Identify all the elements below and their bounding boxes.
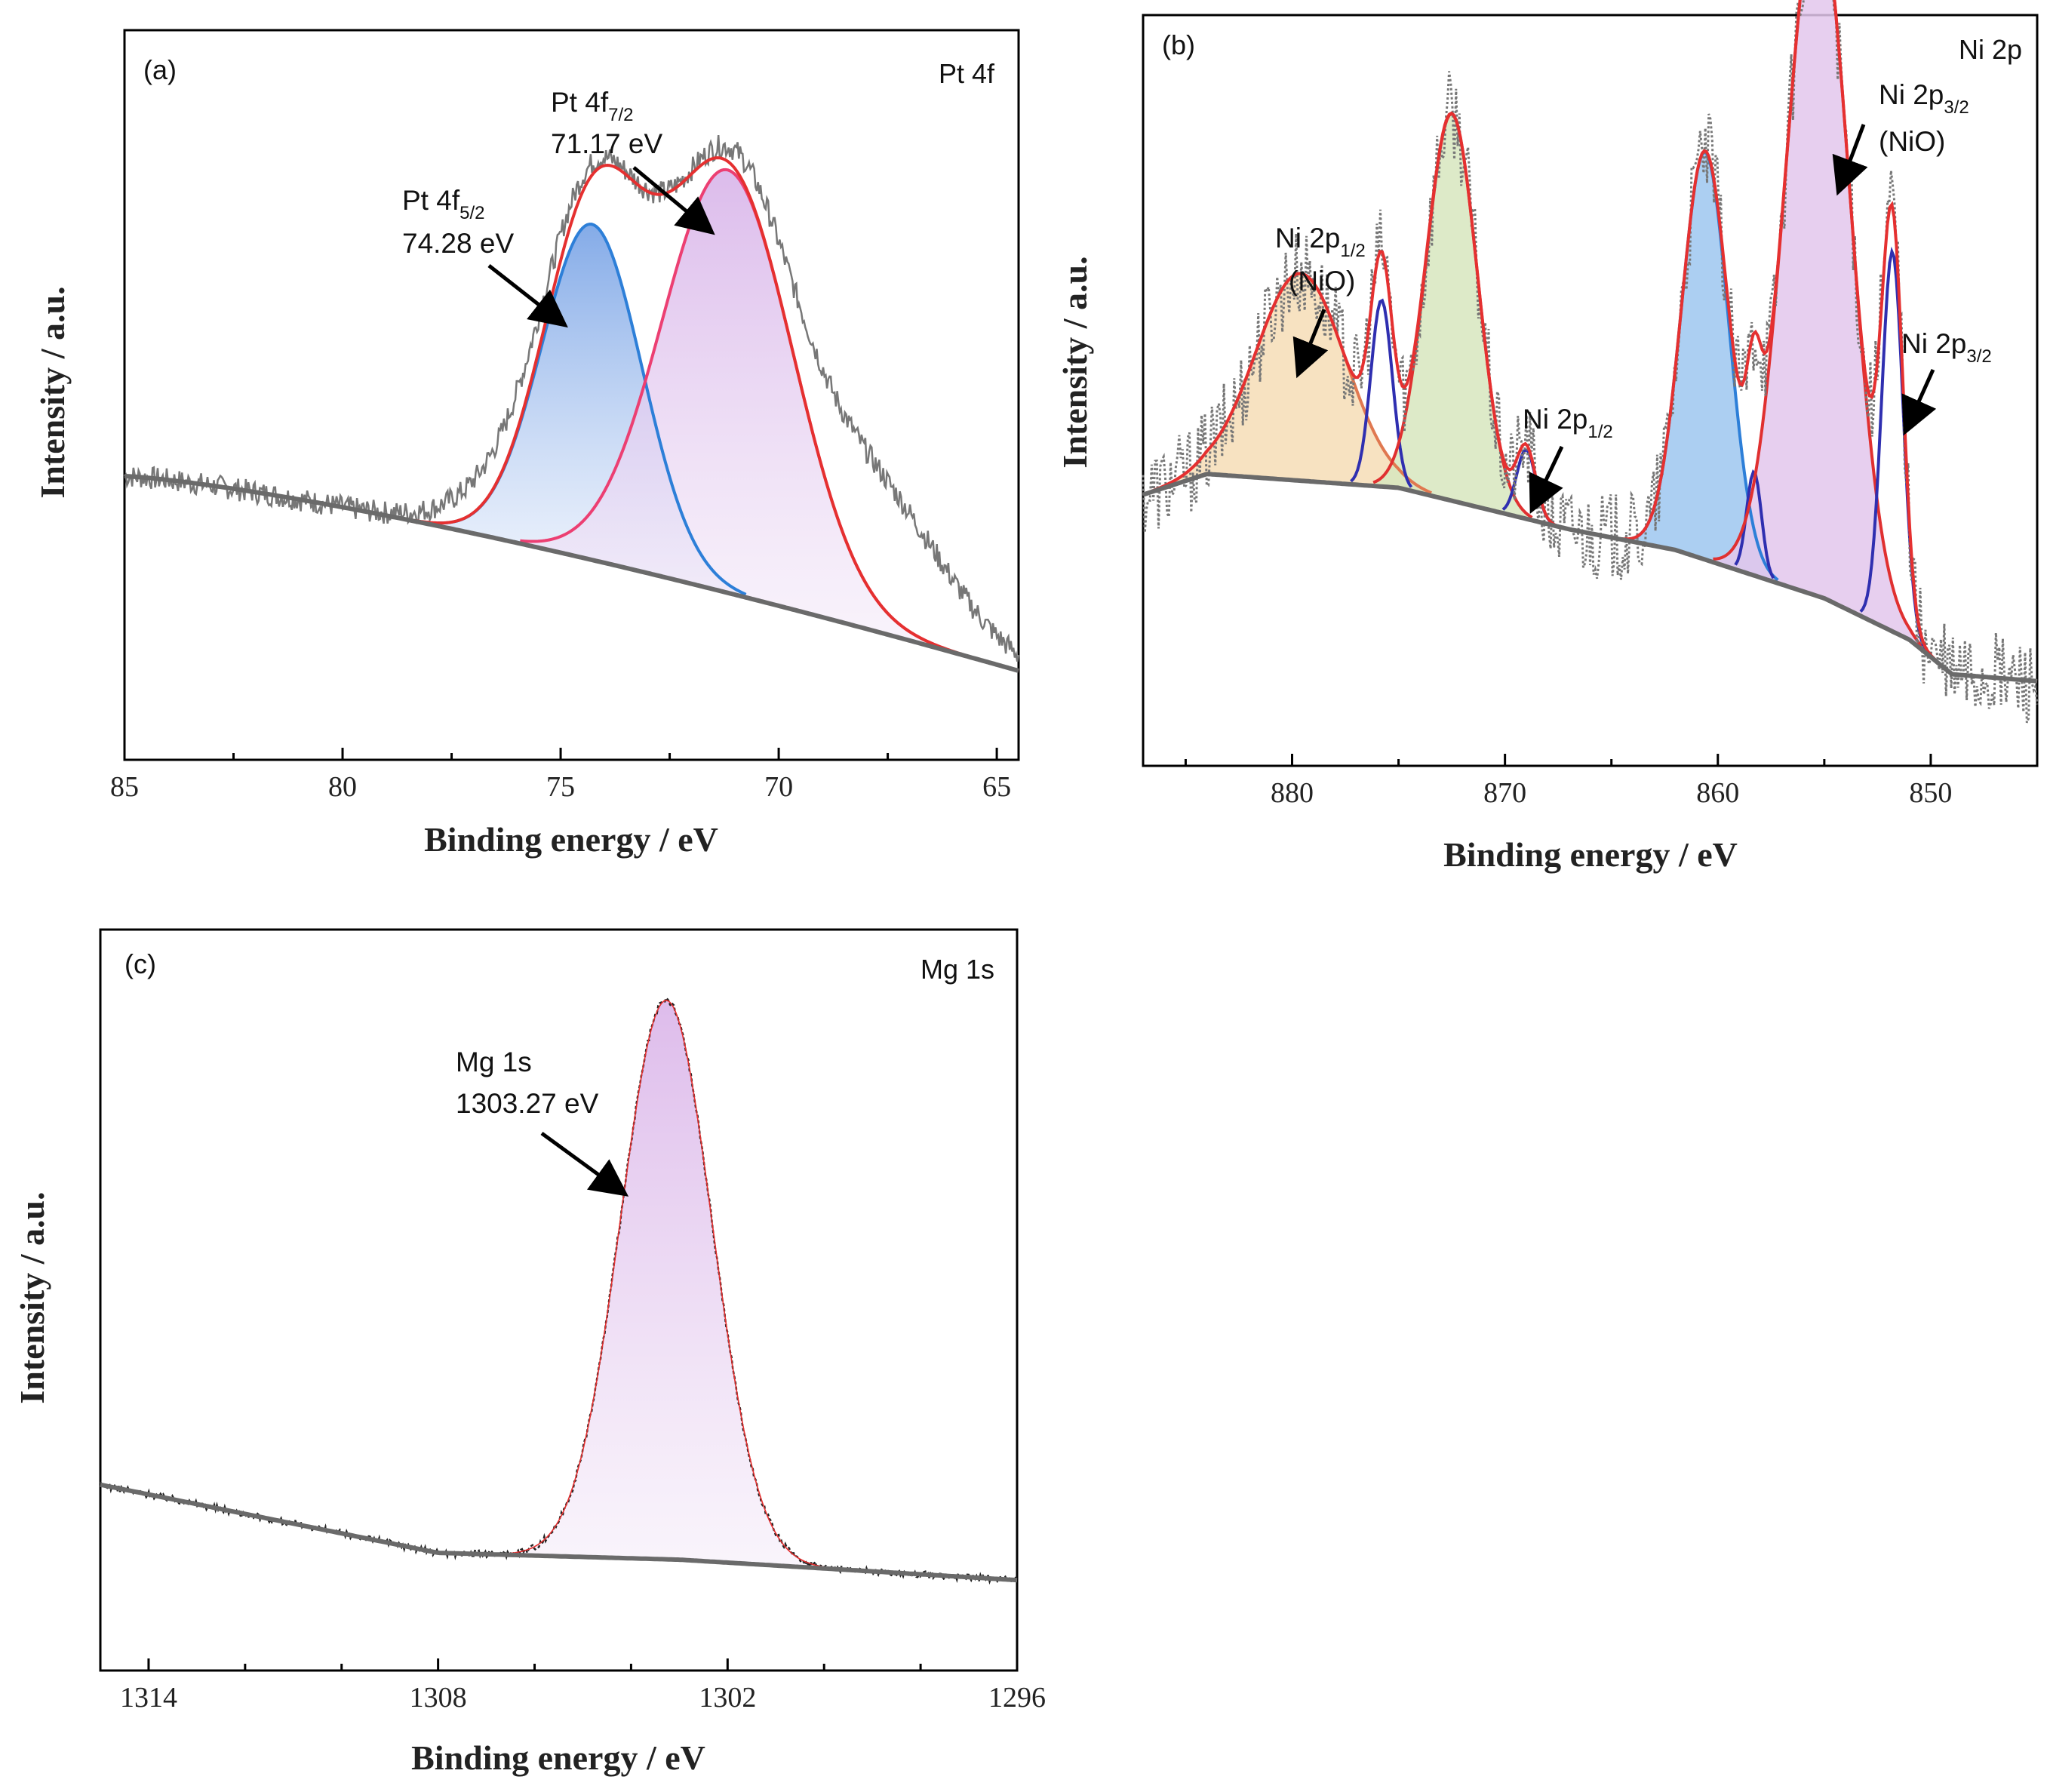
panel-a-pt4f: (a) Pt 4f 85 80 75 70 65 Binding energy / eV… [33, 29, 1020, 859]
x-tick-label: 1296 [988, 1682, 1046, 1714]
panel-c-title: Mg 1s [921, 954, 994, 985]
annotation-pt4f52-sub: 5/2 [459, 203, 484, 223]
panel-c-x-ticks: 1314 1308 1302 1296 [120, 1658, 1046, 1714]
raw-data-line [124, 135, 1020, 662]
annotation-ni2p12-nio-sub: 1/2 [1340, 241, 1365, 261]
panel-b-y-axis-title: Intensity / a.u. [1056, 256, 1094, 468]
annotation-ni2p12-sub: 1/2 [1587, 422, 1612, 442]
x-tick-label: 850 [1909, 777, 1952, 809]
peak-fill [1169, 273, 1432, 496]
annotation-pt4f72-main: Pt 4f [551, 87, 609, 118]
annotation-mg1s-main: Mg 1s [456, 1047, 532, 1077]
panel-a-y-axis-title: Intensity / a.u. [33, 286, 72, 498]
panel-c-lines [99, 996, 1018, 1585]
x-tick-label: 860 [1696, 777, 1739, 809]
x-tick-label: 1314 [120, 1682, 177, 1714]
panel-c-frame [99, 928, 1019, 1672]
x-tick-label: 70 [764, 771, 793, 803]
peak-fill [1713, 0, 1923, 651]
annotation-ni2p12-main: Ni 2p [1523, 404, 1587, 435]
panel-b-title: Ni 2p [1959, 34, 2022, 65]
x-tick-label: 880 [1271, 777, 1314, 809]
panel-b-x-axis-title: Binding energy / eV [1443, 835, 1738, 874]
annotation-ni2p32-sub: 3/2 [1966, 346, 1991, 367]
panel-b-lines [1142, 0, 2039, 724]
annotation-ni2p32-nio: Ni 2p3/2 [1879, 79, 1969, 118]
x-tick-label: 1302 [699, 1682, 756, 1714]
annotation-pt4f72: Pt 4f7/2 [551, 87, 633, 125]
annotation-ni2p32-nio-sub: 3/2 [1944, 97, 1969, 118]
x-tick-label: 80 [328, 771, 357, 803]
panel-c-y-axis-title: Intensity / a.u. [13, 1191, 51, 1403]
panel-b-peak-fills [1169, 0, 1923, 651]
arrow-pt4f72 [632, 166, 715, 235]
panel-c-mg1s: (c) Mg 1s 1314 1308 1302 1296 Binding energ… [13, 928, 1046, 1777]
panel-b-ni2p: (b) Ni 2p 880 870 860 850 Binding energy / … [1056, 0, 2039, 874]
x-tick-label: 65 [982, 771, 1011, 803]
annotation-pt4f72-sub: 7/2 [608, 105, 633, 125]
panel-b-frame [1142, 14, 2039, 767]
background-line [124, 474, 1019, 673]
panel-a-frame [123, 29, 1020, 761]
x-tick-label: 75 [546, 771, 575, 803]
panel-a-label: (a) [143, 54, 177, 85]
background-line [100, 1482, 1018, 1583]
annotation-pt4f52-main: Pt 4f [402, 185, 460, 216]
background-line [1142, 472, 2038, 684]
raw-data-line [1142, 0, 2039, 724]
annotation-pt4f52-value: 74.28 eV [402, 228, 514, 259]
peak-component-line [1350, 298, 1413, 488]
panel-a-x-ticks: 85 80 75 70 65 [110, 748, 1011, 803]
panel-b-label: (b) [1162, 29, 1195, 60]
panel-a-title: Pt 4f [939, 58, 995, 89]
panel-c-peak-fills [517, 1000, 816, 1569]
annotation-ni2p32: Ni 2p3/2 [1901, 328, 1992, 367]
annotation-ni2p12-nio-main: Ni 2p [1275, 223, 1340, 254]
peak-component-line [1713, 0, 1925, 649]
peak-fill [1373, 113, 1532, 521]
peak-fill [520, 169, 934, 647]
arrow-pt4f52 [487, 264, 568, 328]
arrow-mg1s [540, 1131, 629, 1197]
annotation-ni2p32-nio-main: Ni 2p [1879, 79, 1944, 110]
annotation-ni2p12-nio-extra: (NiO) [1289, 266, 1355, 297]
arrow-ni2p12-nio [1292, 309, 1329, 379]
raw-data-line [99, 996, 1018, 1585]
annotation-pt4f72-value: 71.17 eV [551, 128, 662, 159]
annotation-ni2p32-nio-extra: (NiO) [1879, 126, 1945, 157]
annotation-ni2p12: Ni 2p1/2 [1523, 404, 1613, 442]
panel-c-x-axis-title: Binding energy / eV [411, 1738, 705, 1777]
annotation-ni2p12-nio: Ni 2p1/2 [1275, 223, 1366, 261]
x-tick-label: 870 [1483, 777, 1526, 809]
peak-fill [1632, 152, 1778, 583]
arrow-ni2p32-nio [1832, 124, 1868, 196]
arrow-ni2p12 [1529, 445, 1564, 515]
panel-b-x-ticks: 880 870 860 850 [1184, 754, 2039, 809]
x-tick-label: 1308 [410, 1682, 467, 1714]
peak-fill [517, 1000, 816, 1569]
x-tick-label: 85 [110, 771, 139, 803]
panel-c-label: (c) [124, 948, 156, 979]
panel-a-x-axis-title: Binding energy / eV [424, 820, 718, 859]
panel-a-peak-fills [437, 169, 934, 647]
panel-a-lines [124, 135, 1020, 673]
annotation-ni2p32-main: Ni 2p [1901, 328, 1966, 359]
arrow-ni2p32 [1901, 368, 1937, 436]
annotation-pt4f52: Pt 4f5/2 [402, 185, 484, 223]
annotation-mg1s-value: 1303.27 eV [456, 1088, 599, 1119]
